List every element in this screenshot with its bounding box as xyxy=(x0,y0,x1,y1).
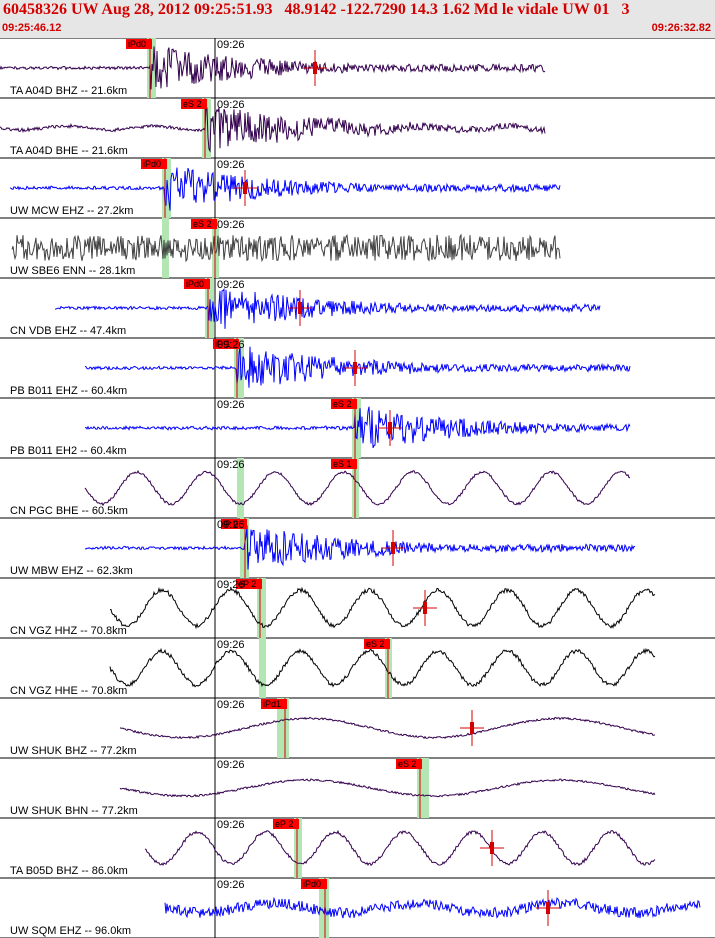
pick-label-box xyxy=(301,879,327,889)
minute-label: 09:26 xyxy=(217,579,245,591)
trace-label: CN VGZ HHE -- 70.8km xyxy=(10,685,127,697)
end-time: 09:26:32.82 xyxy=(651,22,711,34)
pick-label-box xyxy=(273,819,299,829)
minute-label: 09:26 xyxy=(217,459,245,471)
pick-label: eS 2 xyxy=(183,99,202,109)
pick-label: eS 2 xyxy=(193,219,212,229)
pick-label-box xyxy=(396,759,422,769)
pick-label: iPd0 xyxy=(128,39,146,49)
trace-label: CN PGC BHE -- 60.5km xyxy=(10,505,128,517)
trace-label: UW SHUK BHN -- 77.2km xyxy=(10,805,138,817)
minute-label: 09:26 xyxy=(217,699,245,711)
trace-waveform xyxy=(119,778,656,798)
trace-label: UW SHUK BHZ -- 77.2km xyxy=(10,745,137,757)
header-bar: 60458326 UW Aug 28, 2012 09:25:51.93 48.… xyxy=(0,0,715,38)
trace-waveform xyxy=(84,525,636,570)
trace-waveform xyxy=(84,406,631,449)
pick-window-secondary xyxy=(422,758,429,818)
pick-label: eS 1 xyxy=(333,459,352,469)
start-time: 09:25:46.12 xyxy=(2,22,62,34)
minute-label: 09:26 xyxy=(217,519,245,531)
minute-label: 09:26 xyxy=(217,339,245,351)
minute-label: 09:26 xyxy=(217,39,245,51)
minute-label: 09:26 xyxy=(217,159,245,171)
pick-label-box xyxy=(213,339,239,349)
trace-waveform xyxy=(109,586,656,630)
trace-label: TA A04D BHE -- 21.6km xyxy=(10,145,128,157)
trace-waveform xyxy=(119,716,656,740)
pick-label: eS 2 xyxy=(333,399,352,409)
pick-window-secondary xyxy=(277,698,284,758)
pick-label-box xyxy=(126,39,152,49)
pick-label-box xyxy=(184,279,210,289)
pick-label-box xyxy=(331,459,357,469)
pick-window-secondary xyxy=(240,518,247,578)
minute-label: 09:26 xyxy=(217,879,245,891)
trace-label: PB B011 EH2 -- 60.4km xyxy=(10,445,127,457)
pick-window-secondary xyxy=(259,578,266,638)
trace-label: UW MBW EHZ -- 62.3km xyxy=(10,565,133,577)
pick-label-box xyxy=(261,699,287,709)
pick-label: iP 1 xyxy=(215,339,230,349)
pick-label-box xyxy=(141,159,167,169)
trace-label: TA B05D BHZ -- 86.0km xyxy=(10,865,128,877)
trace-label: PB B011 EHZ -- 60.4km xyxy=(10,385,127,397)
trace-label: UW MCW EHZ -- 27.2km xyxy=(10,205,133,217)
minute-label: 09:26 xyxy=(217,819,245,831)
seismogram-plot: iPd0 09:26 TA A04D BHZ -- 21.6km eS 2 09:26 T… xyxy=(0,38,715,938)
trace-waveform xyxy=(0,107,546,153)
trace-label: CN VDB EHZ -- 47.4km xyxy=(10,325,126,337)
pick-window-secondary xyxy=(259,638,266,698)
pick-label: eP 2 xyxy=(275,819,293,829)
trace-waveform xyxy=(11,233,561,263)
pick-label: eS 2 xyxy=(366,639,385,649)
pick-label-box xyxy=(221,519,247,529)
minute-label: 09:26 xyxy=(217,99,245,111)
pick-label-box xyxy=(181,99,207,109)
trace-label: CN VGZ HHZ -- 70.8km xyxy=(10,625,127,637)
pick-window-secondary xyxy=(319,878,326,938)
pick-label-box xyxy=(236,579,262,589)
trace-label: UW SBE6 ENN -- 28.1km xyxy=(10,265,135,277)
event-title: 60458326 UW Aug 28, 2012 09:25:51.93 48.… xyxy=(3,1,630,18)
trace-waveform xyxy=(9,167,561,211)
pick-label-box xyxy=(364,639,390,649)
trace-waveform xyxy=(144,829,656,867)
pick-label: iPd0 xyxy=(143,159,161,169)
pick-label: iPd0 xyxy=(186,279,204,289)
minute-label: 09:26 xyxy=(217,279,245,291)
pick-label-box xyxy=(331,399,357,409)
minute-label: 09:26 xyxy=(217,399,245,411)
pick-label: eS 2 xyxy=(398,759,417,769)
pick-label: iP 0 xyxy=(223,519,238,529)
pick-label: iPd1 xyxy=(263,699,281,709)
trace-waveform xyxy=(0,46,546,90)
trace-waveform xyxy=(84,346,631,388)
trace-label: TA A04D BHZ -- 21.6km xyxy=(10,85,127,97)
pick-label: iPd0 xyxy=(303,879,321,889)
trace-waveform xyxy=(109,647,656,688)
trace-label: UW SQM EHZ -- 96.0km xyxy=(10,925,131,937)
pick-label-box xyxy=(191,219,217,229)
pick-window-secondary xyxy=(295,818,302,878)
pick-window-secondary xyxy=(237,458,244,518)
minute-label: 09:26 xyxy=(217,639,245,651)
trace-waveform xyxy=(164,896,701,919)
minute-label: 09:26 xyxy=(217,219,245,231)
trace-waveform xyxy=(54,287,601,329)
pick-label: eP 2 xyxy=(238,579,256,589)
trace-waveform xyxy=(84,470,630,507)
minute-label: 09:26 xyxy=(217,759,245,771)
